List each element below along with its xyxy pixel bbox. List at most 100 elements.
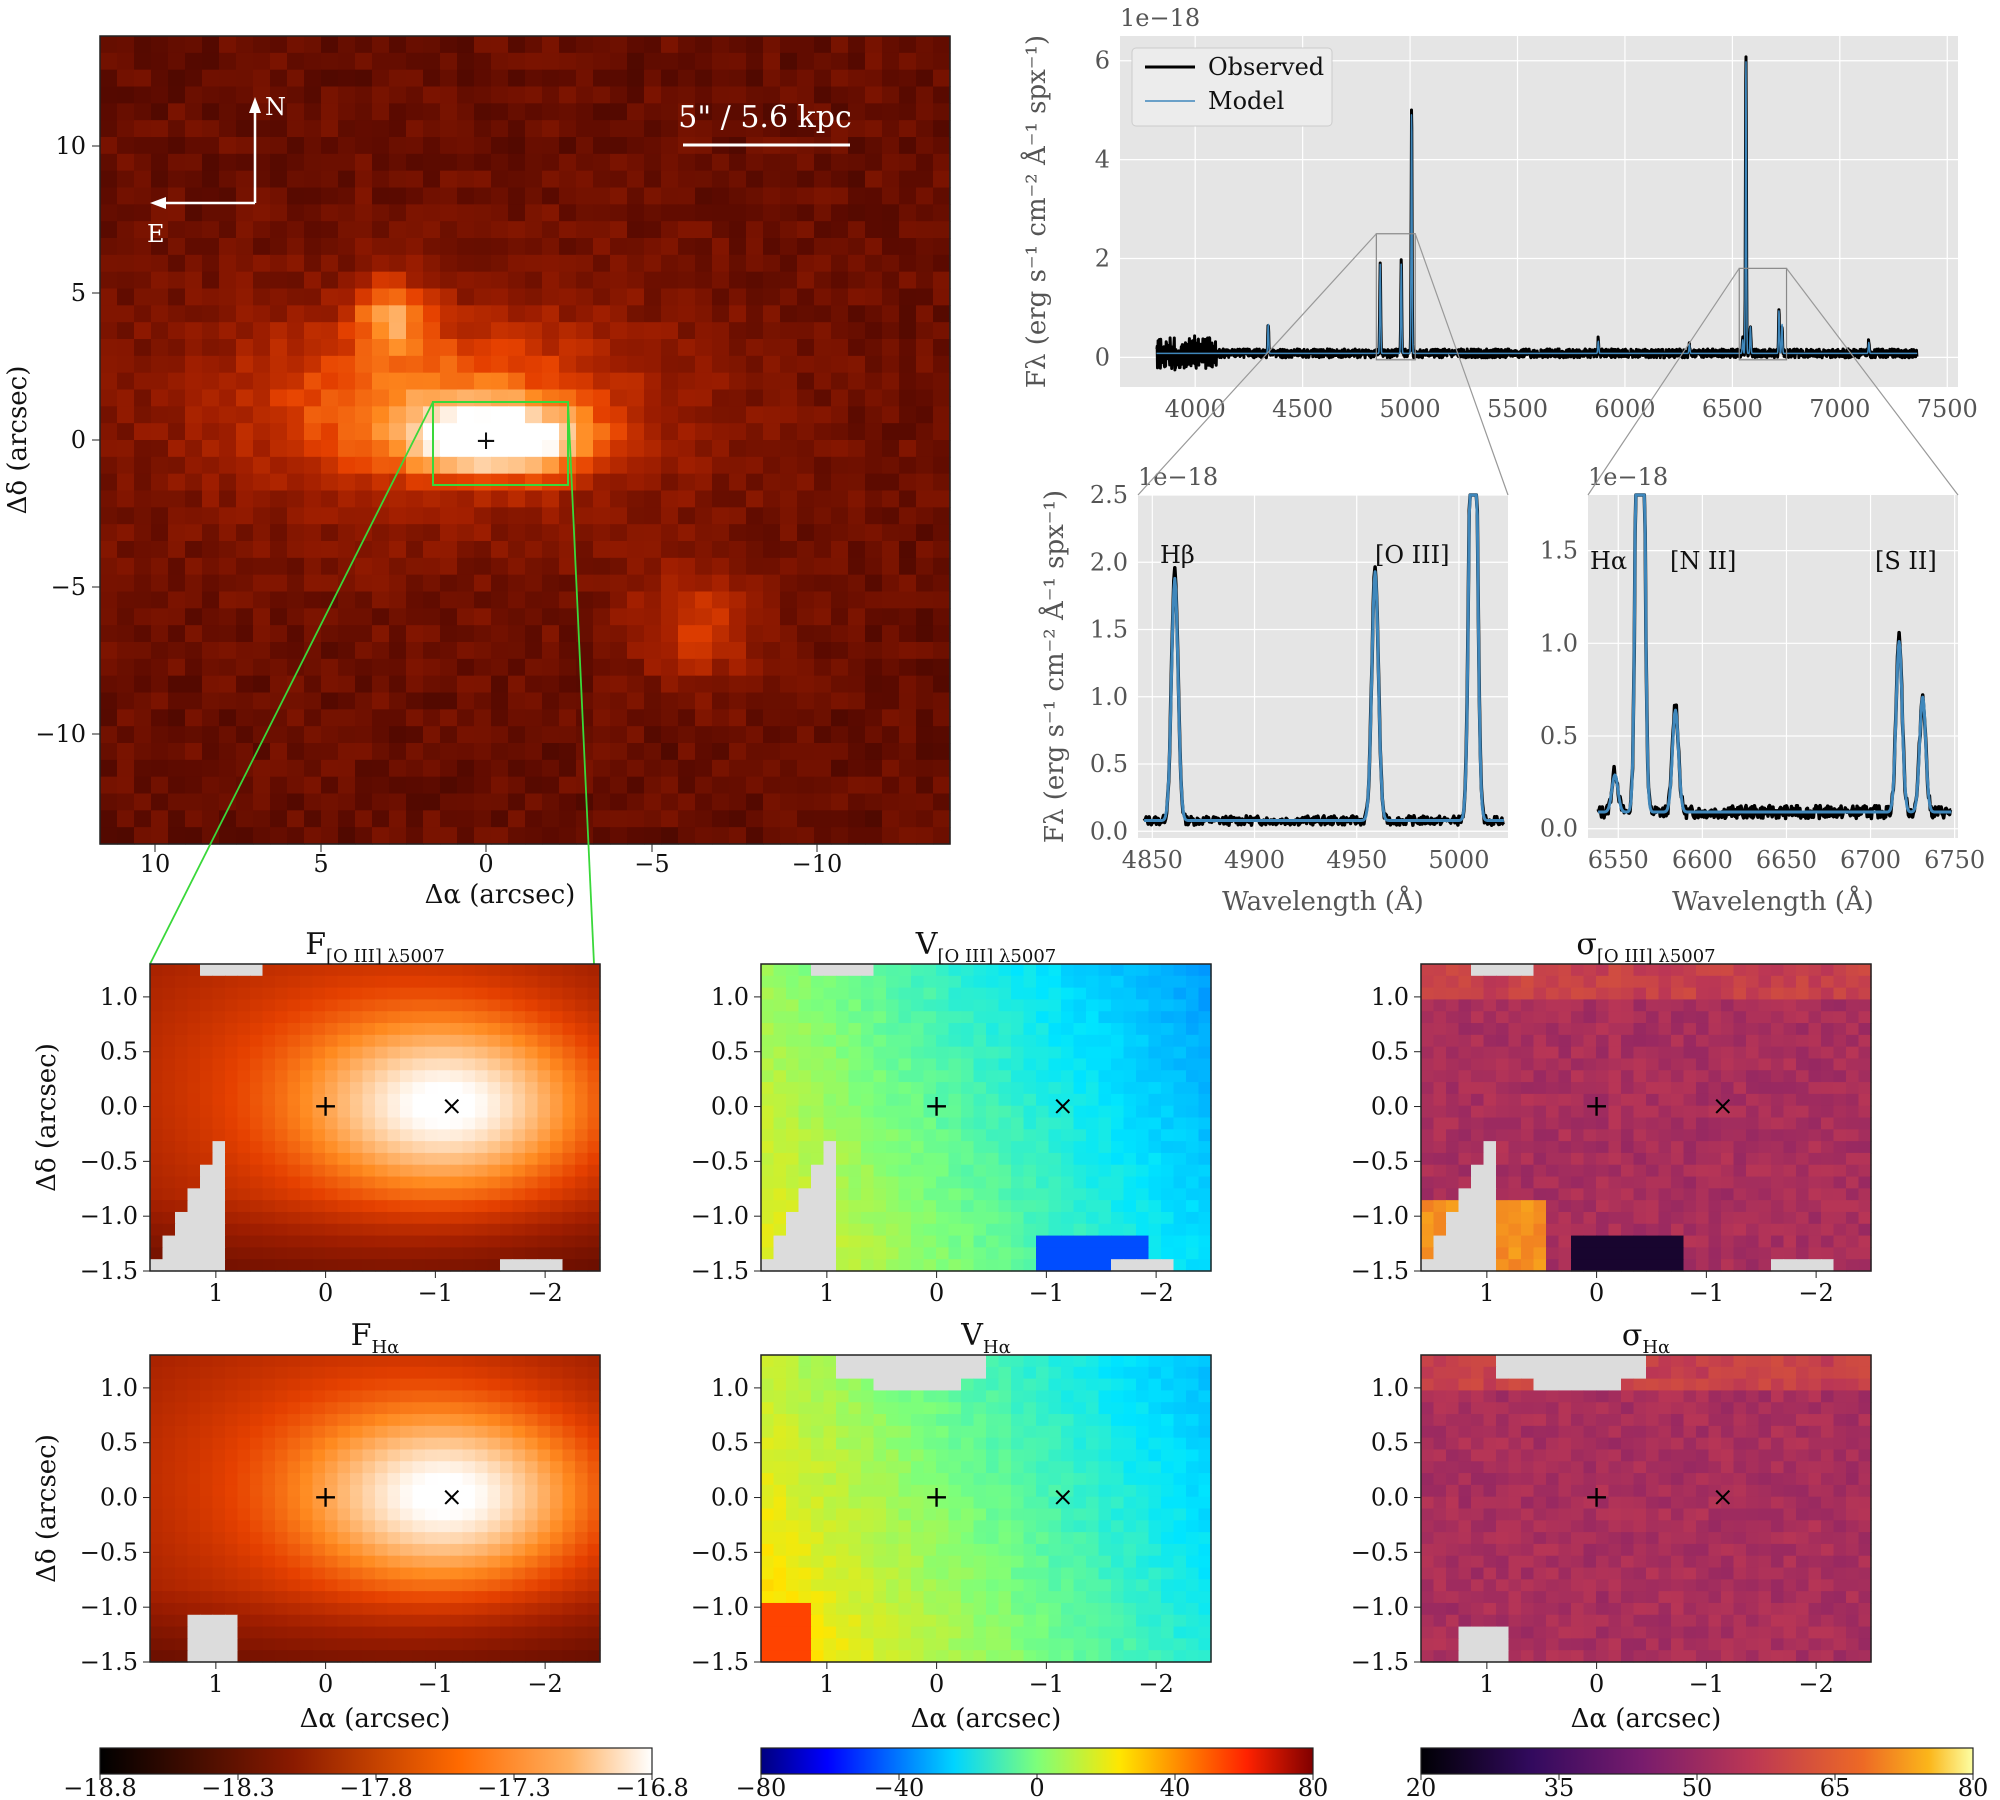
- map-pixel: [1098, 975, 1112, 989]
- map-pixel: [1508, 1117, 1522, 1130]
- image-pixel: [236, 709, 254, 727]
- legend-observed-label: Observed: [1208, 53, 1324, 81]
- zoom-connector-line: [1786, 267, 1959, 496]
- map-pixel: [225, 1152, 239, 1166]
- map-pixel: [786, 1235, 800, 1248]
- image-pixel: [321, 120, 339, 138]
- map-pixel: [200, 1223, 214, 1237]
- map-pixel: [961, 1023, 975, 1036]
- image-pixel: [610, 120, 628, 138]
- map-pixel: [562, 1188, 576, 1201]
- image-pixel: [185, 221, 203, 239]
- map-pixel: [212, 1235, 226, 1248]
- image-pixel: [440, 591, 458, 609]
- image-pixel: [236, 726, 254, 744]
- image-pixel: [797, 557, 815, 576]
- annotation-sii: [S II]: [1875, 547, 1937, 575]
- map-pixel: [487, 1058, 501, 1071]
- image-pixel: [644, 137, 662, 155]
- map-pixel: [300, 975, 314, 989]
- image-pixel: [559, 372, 577, 391]
- map-pixel: [300, 1093, 314, 1107]
- image-pixel: [848, 137, 866, 155]
- map-pixel: [575, 987, 589, 1001]
- image-pixel: [933, 187, 951, 205]
- map-pixel: [387, 1235, 401, 1248]
- map-pixel: [525, 1093, 539, 1107]
- map-pixel: [1011, 1105, 1025, 1119]
- map-pixel: [898, 1259, 912, 1272]
- map-pixel: [1011, 1082, 1025, 1095]
- map-pixel: [1098, 1152, 1112, 1166]
- image-pixel: [542, 69, 560, 88]
- image-pixel: [627, 776, 645, 795]
- image-pixel: [219, 389, 237, 407]
- map-pixel: [1433, 1117, 1447, 1130]
- image-pixel: [321, 642, 339, 660]
- map-pixel: [500, 1105, 514, 1119]
- map-pixel: [475, 987, 489, 1001]
- image-pixel: [236, 305, 254, 323]
- image-pixel: [814, 574, 832, 593]
- image-pixel: [882, 759, 900, 778]
- map-pixel: [873, 1011, 887, 1024]
- map-pixel: [1646, 1105, 1660, 1119]
- image-pixel: [474, 642, 492, 660]
- map-pixel: [212, 1082, 226, 1095]
- map-pixel: [1421, 1034, 1435, 1048]
- image-pixel: [610, 86, 628, 104]
- map-pixel: [1546, 1023, 1560, 1036]
- image-pixel: [508, 642, 526, 660]
- image-pixel: [508, 36, 526, 54]
- image-pixel: [576, 52, 594, 71]
- image-pixel: [270, 490, 288, 508]
- image-pixel: [100, 776, 118, 795]
- image-pixel: [151, 574, 169, 593]
- map-pixel: [873, 964, 887, 977]
- map-pixel: [886, 1011, 900, 1024]
- map-pixel: [562, 1023, 576, 1036]
- map-pixel: [325, 1093, 339, 1107]
- map-pixel: [1696, 1058, 1710, 1071]
- map-pixel: [1036, 1023, 1050, 1036]
- map-pixel: [798, 1188, 812, 1201]
- map-pixel: [475, 1129, 489, 1142]
- map-pixel: [1098, 1211, 1112, 1225]
- map-pixel: [1061, 987, 1075, 1001]
- map-pixel: [587, 1176, 601, 1189]
- map-pixel: [861, 1176, 875, 1189]
- image-pixel: [576, 69, 594, 88]
- image-pixel: [797, 793, 815, 811]
- image-pixel: [321, 36, 339, 54]
- map-pixel: [325, 987, 339, 1001]
- image-pixel: [372, 709, 390, 727]
- image-pixel: [865, 69, 883, 88]
- image-pixel: [763, 507, 781, 525]
- map-pixel: [1161, 1176, 1175, 1189]
- map-pixel: [475, 975, 489, 989]
- map-pixel: [1086, 1129, 1100, 1142]
- map-pixel: [1721, 1093, 1735, 1107]
- map-pixel: [998, 1152, 1012, 1166]
- image-pixel: [134, 692, 152, 710]
- image-pixel: [559, 608, 577, 626]
- map-pixel: [1433, 1093, 1447, 1107]
- image-pixel: [117, 372, 135, 391]
- image-pixel: [287, 440, 305, 458]
- image-pixel: [882, 507, 900, 525]
- image-pixel: [355, 69, 373, 88]
- image-pixel: [610, 221, 628, 239]
- map-pixel: [1746, 964, 1760, 977]
- image-pixel: [542, 221, 560, 239]
- image-pixel: [525, 389, 543, 407]
- image-pixel: [678, 204, 696, 222]
- map-pixel: [587, 1117, 601, 1130]
- image-pixel: [780, 355, 798, 374]
- image-pixel: [168, 524, 186, 542]
- image-pixel: [678, 423, 696, 441]
- map-pixel: [861, 1223, 875, 1237]
- image-pixel: [729, 692, 747, 710]
- map-pixel: [237, 1247, 251, 1260]
- image-pixel: [576, 120, 594, 138]
- image-pixel: [933, 52, 951, 71]
